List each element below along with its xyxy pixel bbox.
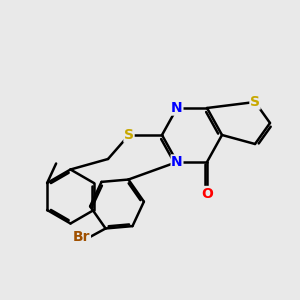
Text: S: S <box>124 128 134 142</box>
Text: Br: Br <box>73 230 90 244</box>
Text: N: N <box>171 101 183 115</box>
Text: S: S <box>250 95 260 109</box>
Text: O: O <box>201 187 213 200</box>
Text: N: N <box>171 155 183 169</box>
